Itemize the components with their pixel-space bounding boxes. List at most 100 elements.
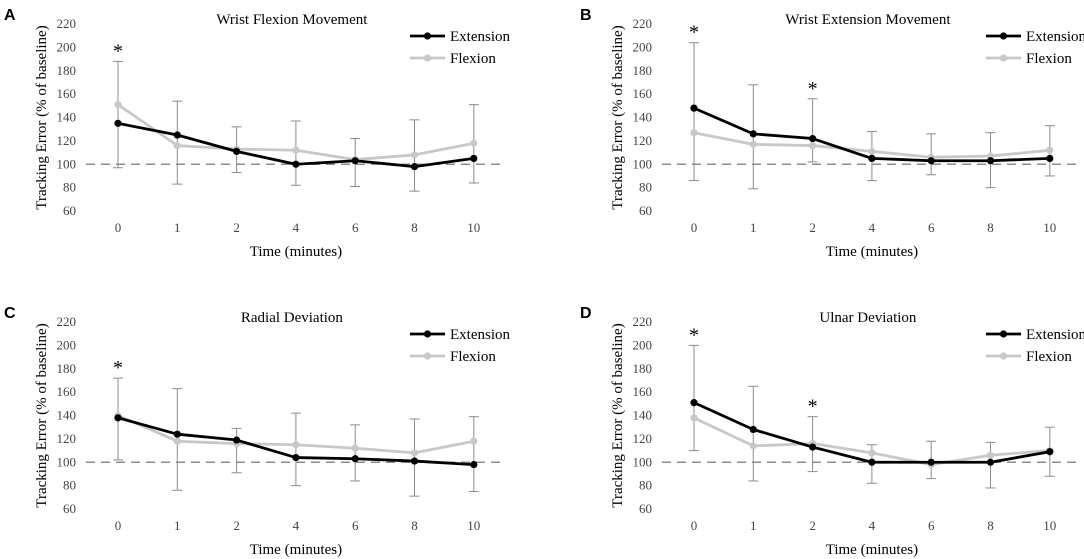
data-point-flexion (470, 437, 478, 445)
data-point-flexion (292, 441, 300, 449)
data-point-extension (173, 430, 181, 438)
data-point-flexion (986, 451, 995, 459)
data-point-extension (868, 154, 876, 163)
data-point-extension (986, 458, 995, 466)
significance-marker: * (689, 324, 699, 346)
legend-marker-extension (423, 32, 432, 40)
x-tick-label: 10 (1043, 220, 1056, 235)
legend-label-extension: Extension (1026, 327, 1084, 343)
y-tick-label: 100 (57, 454, 77, 469)
x-tick-label: 10 (467, 220, 480, 235)
data-point-extension (410, 457, 419, 465)
data-point-extension (470, 460, 478, 469)
significance-marker: * (808, 78, 818, 100)
chart-title: Wrist Extension Movement (785, 12, 951, 28)
x-tick-label: 8 (987, 220, 994, 235)
data-point-flexion (1046, 146, 1054, 154)
legend-marker-flexion (999, 352, 1008, 360)
data-point-extension (292, 453, 300, 462)
legend-label-extension: Extension (1026, 29, 1084, 45)
y-tick-label: 220 (633, 314, 653, 329)
y-tick-label: 80 (63, 478, 76, 493)
y-tick-label: 160 (633, 86, 653, 101)
data-point-flexion (749, 442, 757, 450)
x-tick-label: 1 (174, 220, 181, 235)
data-point-flexion (868, 147, 876, 155)
data-point-extension (114, 414, 122, 422)
y-tick-label: 200 (633, 337, 653, 352)
y-tick-label: 180 (633, 361, 653, 376)
y-tick-label: 100 (633, 454, 653, 469)
data-point-flexion (809, 141, 817, 150)
x-axis-label: Time (minutes) (826, 542, 918, 558)
y-tick-label: 200 (57, 39, 77, 54)
data-point-extension (749, 130, 757, 138)
data-point-extension (351, 157, 359, 165)
x-axis-label: Time (minutes) (250, 244, 342, 260)
y-tick-label: 140 (633, 110, 653, 125)
x-tick-label: 4 (293, 220, 300, 235)
x-tick-label: 2 (233, 518, 240, 533)
x-tick-label: 10 (1043, 518, 1056, 533)
y-tick-label: 80 (639, 180, 652, 195)
y-tick-label: 100 (633, 156, 653, 171)
legend-label-extension: Extension (450, 29, 510, 45)
x-tick-label: 4 (869, 220, 876, 235)
panel-letter: D (580, 305, 592, 322)
x-tick-label: 8 (411, 220, 418, 235)
y-tick-label: 120 (633, 133, 653, 148)
data-point-extension (410, 162, 419, 171)
data-point-extension (927, 157, 935, 165)
x-tick-label: 6 (352, 220, 359, 235)
panel-letter: A (4, 7, 16, 24)
y-tick-label: 220 (57, 16, 77, 31)
x-tick-label: 10 (467, 518, 480, 533)
legend-label-flexion: Flexion (450, 349, 496, 365)
y-tick-label: 120 (57, 133, 77, 148)
legend-marker-extension (999, 32, 1008, 40)
data-point-extension (1046, 154, 1054, 163)
y-tick-label: 60 (63, 203, 76, 218)
y-axis-label: Tracking Error (% of baseline) (34, 25, 50, 209)
legend-marker-flexion (423, 54, 432, 62)
data-point-extension (351, 455, 359, 463)
legend-label-extension: Extension (450, 327, 510, 343)
y-tick-label: 180 (633, 63, 653, 78)
x-tick-label: 2 (233, 220, 240, 235)
x-tick-label: 4 (293, 518, 300, 533)
y-tick-label: 60 (639, 203, 652, 218)
data-point-extension (690, 104, 698, 112)
y-tick-label: 140 (633, 408, 653, 423)
y-tick-label: 100 (57, 156, 77, 171)
y-tick-label: 180 (57, 361, 77, 376)
x-tick-label: 2 (809, 220, 816, 235)
chart-title: Wrist Flexion Movement (216, 12, 368, 28)
x-tick-label: 0 (115, 220, 122, 235)
data-point-extension (749, 425, 757, 434)
y-axis-label: Tracking Error (% of baseline) (34, 323, 50, 507)
x-tick-label: 1 (750, 220, 757, 235)
data-point-flexion (690, 414, 698, 422)
y-tick-label: 200 (57, 337, 77, 352)
x-axis-label: Time (minutes) (826, 244, 918, 260)
data-point-extension (690, 399, 698, 407)
legend-marker-extension (423, 330, 432, 338)
significance-marker: * (113, 357, 123, 379)
legend-label-flexion: Flexion (1026, 51, 1072, 67)
legend-label-flexion: Flexion (1026, 349, 1072, 365)
legend-marker-flexion (423, 352, 432, 360)
y-tick-label: 160 (57, 86, 77, 101)
data-point-extension (1046, 448, 1054, 456)
y-tick-label: 80 (63, 180, 76, 195)
panel-letter: C (4, 305, 16, 322)
x-tick-label: 0 (691, 518, 698, 533)
y-tick-label: 120 (57, 431, 77, 446)
data-point-extension (868, 458, 876, 466)
y-tick-label: 80 (639, 478, 652, 493)
x-tick-label: 6 (352, 518, 359, 533)
y-tick-label: 220 (633, 16, 653, 31)
legend-marker-extension (999, 330, 1008, 338)
